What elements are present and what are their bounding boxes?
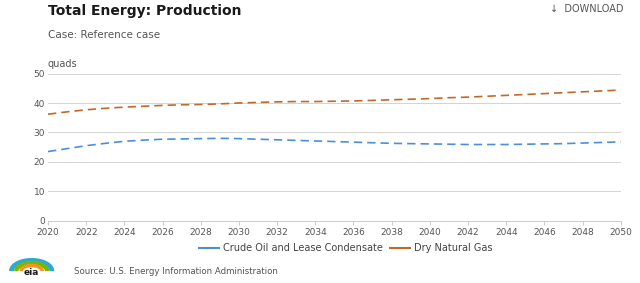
Text: Case: Reference case: Case: Reference case xyxy=(48,30,160,40)
Legend: Crude Oil and Lease Condensate, Dry Natural Gas: Crude Oil and Lease Condensate, Dry Natu… xyxy=(195,239,496,257)
Text: ↓  DOWNLOAD: ↓ DOWNLOAD xyxy=(550,4,624,14)
Text: Source: U.S. Energy Information Administration: Source: U.S. Energy Information Administ… xyxy=(74,267,278,276)
Text: quads: quads xyxy=(48,59,77,69)
Text: Total Energy: Production: Total Energy: Production xyxy=(48,4,241,18)
Text: eia: eia xyxy=(24,268,40,277)
